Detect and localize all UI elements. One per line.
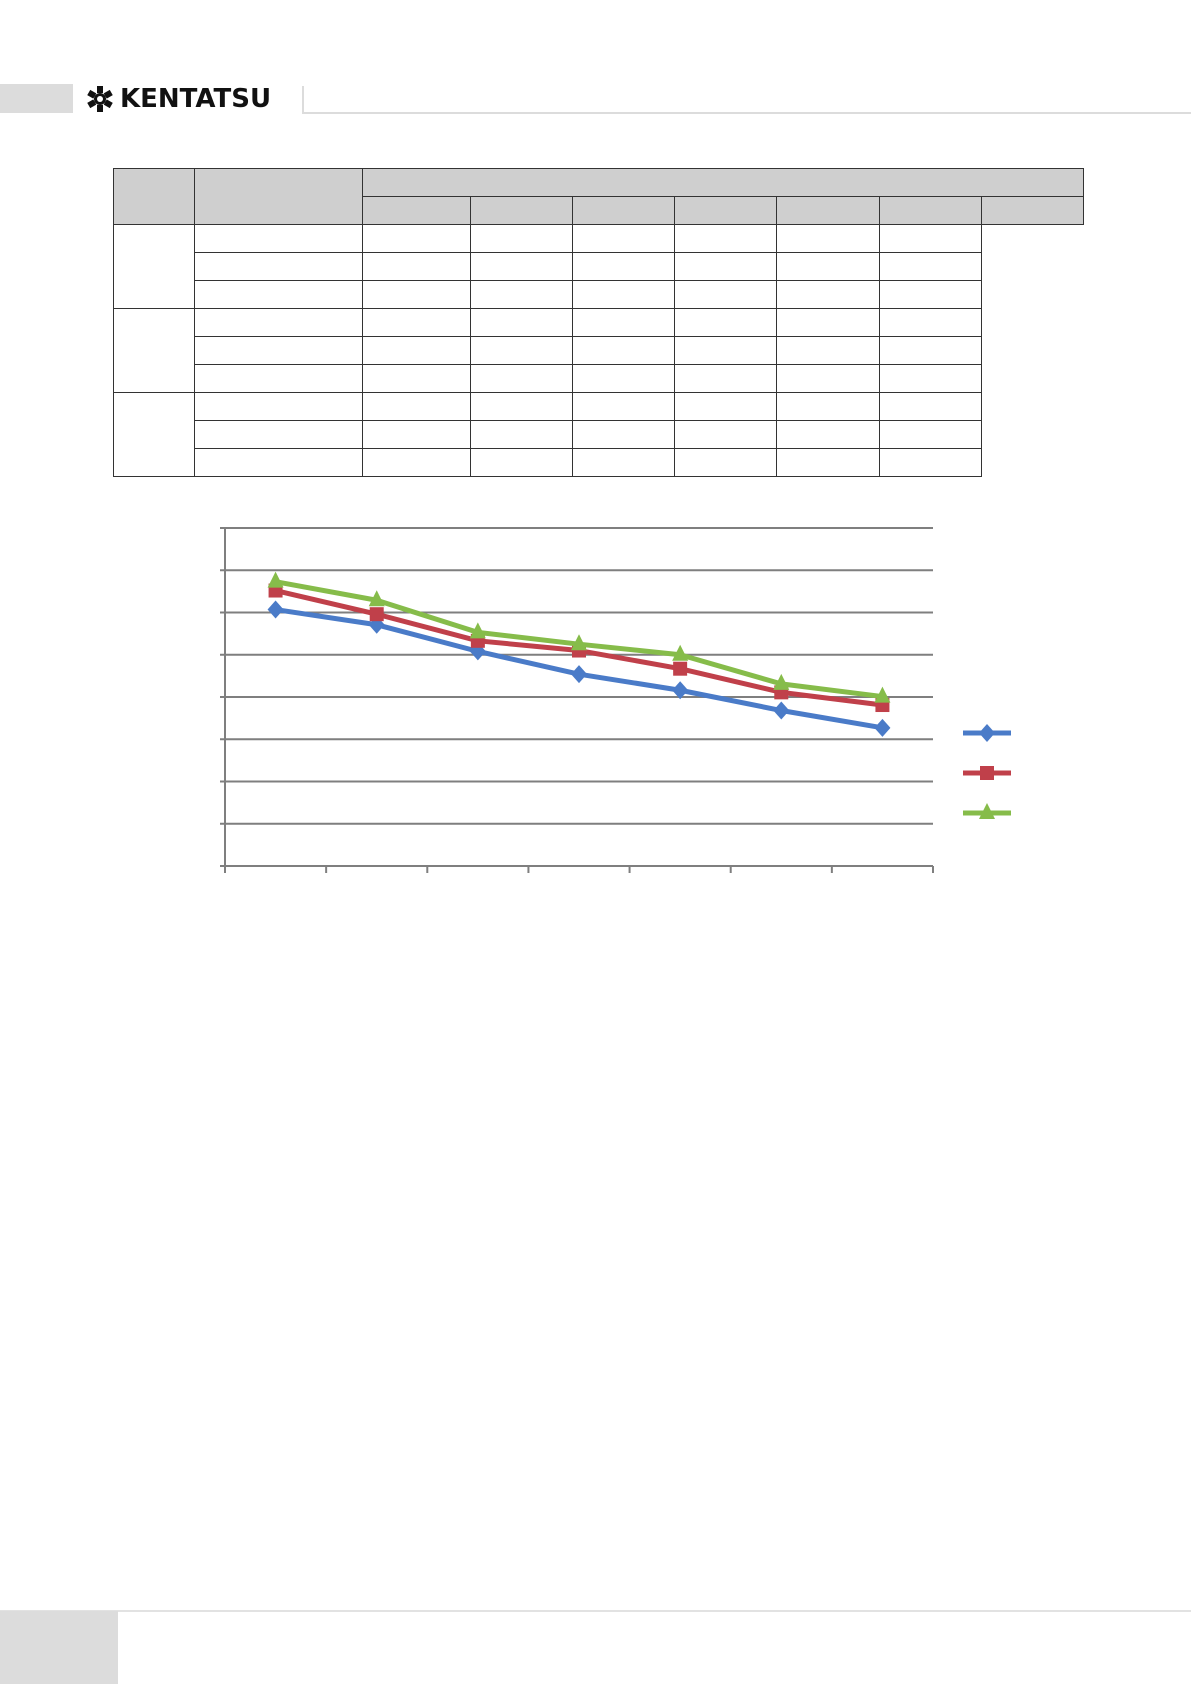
header-divider-vertical — [302, 86, 304, 114]
header-grey-block — [0, 84, 73, 113]
table-cell — [879, 392, 982, 421]
data-point-diamond — [672, 681, 689, 700]
table-row — [114, 364, 1084, 393]
data-point-triangle — [267, 571, 284, 588]
subheader-cell — [674, 196, 777, 225]
table-cell — [362, 392, 471, 421]
brand-logo: KENTATSU — [86, 83, 271, 115]
table-row — [113, 308, 1084, 393]
table-subheader-row — [114, 196, 1084, 225]
table-cell — [879, 420, 982, 449]
table-cell — [674, 364, 777, 393]
group-label-cell — [113, 392, 195, 477]
legend-marker-diamond — [979, 724, 995, 742]
table-row — [114, 448, 1084, 477]
table-cell — [194, 364, 363, 393]
table-cell — [470, 252, 573, 281]
table-cell — [194, 308, 363, 337]
table-cell — [572, 448, 675, 477]
legend-marker-square — [980, 766, 994, 780]
table-cell — [194, 448, 363, 477]
table-cell — [674, 336, 777, 365]
brand-name: KENTATSU — [120, 84, 272, 114]
table-cell — [879, 448, 982, 477]
data-point-triangle — [672, 644, 689, 661]
table-cell — [470, 336, 573, 365]
data-point-triangle — [773, 673, 790, 690]
table-cell — [879, 364, 982, 393]
table-cell — [362, 252, 471, 281]
data-point-square — [673, 661, 688, 676]
subheader-cell — [470, 196, 573, 225]
table-cell — [674, 420, 777, 449]
table-cell — [194, 336, 363, 365]
data-point-diamond — [267, 600, 284, 619]
subheader-cell — [362, 196, 471, 225]
header-cell — [113, 168, 195, 225]
data-point-triangle — [368, 590, 385, 607]
data-point-diamond — [571, 665, 587, 684]
table-cell — [572, 280, 675, 309]
data-point-triangle — [571, 634, 587, 651]
legend-marker-triangle — [979, 803, 995, 819]
table-cell — [572, 252, 675, 281]
table-cell — [194, 224, 363, 253]
data-point-square — [369, 607, 384, 622]
table-cell — [674, 448, 777, 477]
table-cell — [362, 308, 471, 337]
table-cell — [776, 224, 880, 253]
subheader-cell — [572, 196, 675, 225]
subheader-cell — [776, 196, 880, 225]
table-row — [113, 392, 1084, 477]
table-row — [114, 280, 1084, 309]
data-point-diamond — [874, 718, 891, 737]
header-divider-horizontal — [302, 112, 1191, 114]
table-header-row — [113, 168, 1084, 225]
table-row — [114, 420, 1084, 449]
table-row — [114, 336, 1084, 365]
table-cell — [674, 224, 777, 253]
table-cell — [362, 448, 471, 477]
header-cell — [194, 168, 363, 225]
header-cell — [362, 168, 1084, 197]
footer-divider — [0, 1610, 1191, 1612]
subheader-cell — [981, 196, 1084, 225]
data-point-diamond — [773, 701, 790, 720]
table-cell — [194, 420, 363, 449]
table-cell — [879, 336, 982, 365]
table-cell — [470, 364, 573, 393]
table-cell — [776, 448, 880, 477]
table-cell — [776, 308, 880, 337]
footer-grey-block — [0, 1611, 118, 1684]
table-cell — [194, 392, 363, 421]
table-cell — [470, 224, 573, 253]
gear-flower-icon — [87, 86, 113, 112]
data-point-triangle — [469, 622, 486, 639]
spec-table — [113, 168, 1084, 477]
data-point-triangle — [874, 686, 891, 703]
table-cell — [572, 336, 675, 365]
